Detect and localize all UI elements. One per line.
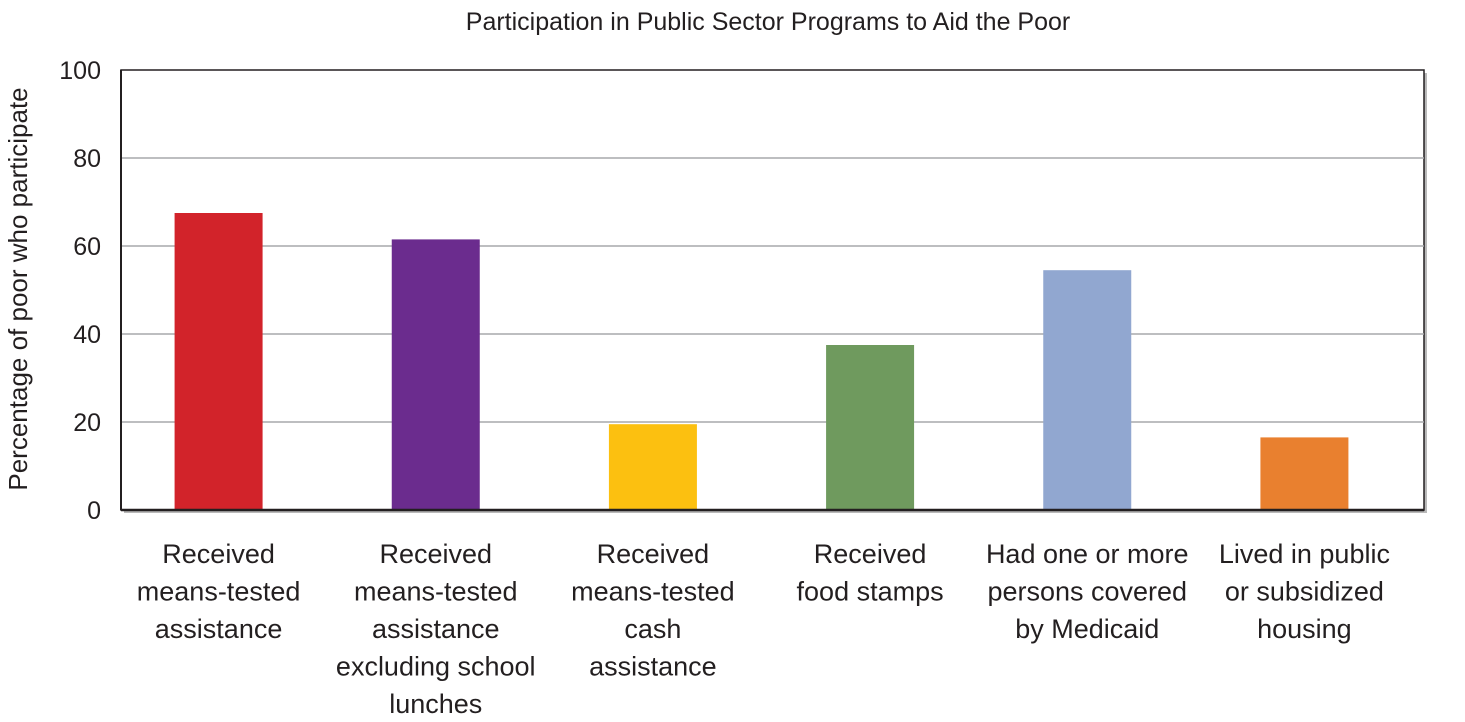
x-category-label: cash <box>624 614 681 644</box>
x-category-label: food stamps <box>797 577 944 607</box>
x-category-label: Received <box>162 539 275 569</box>
y-tick-label: 80 <box>73 145 101 173</box>
x-category-label: Received <box>814 539 927 569</box>
bar <box>1043 270 1132 510</box>
x-category-label: means-tested <box>571 577 735 607</box>
plot-area: 0 20 40 60 80 100 Received means-tested assistan… <box>59 57 1427 719</box>
chart-title: Participation in Public Sector Programs … <box>466 8 1070 36</box>
x-category-label: means-tested <box>137 577 301 607</box>
x-category-label: means-tested <box>354 577 518 607</box>
x-category-label: by Medicaid <box>1015 614 1159 644</box>
bar <box>391 239 480 510</box>
x-category-label: excluding school <box>336 652 536 682</box>
x-category-label: or subsidized <box>1225 577 1384 607</box>
x-category-label: Lived in public <box>1219 539 1390 569</box>
bar <box>174 213 263 510</box>
bar <box>1260 437 1349 510</box>
y-tick-label: 40 <box>73 321 101 349</box>
y-axis-label: Percentage of poor who participate <box>3 87 33 490</box>
bar <box>826 345 915 510</box>
x-category-label: Received <box>597 539 710 569</box>
x-category-label: Had one or more <box>986 539 1189 569</box>
bar <box>608 424 697 510</box>
y-tick-label: 20 <box>73 409 101 437</box>
x-category-label: housing <box>1257 614 1352 644</box>
plot-frame <box>120 69 1425 511</box>
x-category-label: persons covered <box>987 577 1187 607</box>
x-category-label: assistance <box>155 614 283 644</box>
y-tick-label: 0 <box>87 497 101 525</box>
y-tick-label: 60 <box>73 233 101 261</box>
x-category-label: lunches <box>389 689 482 719</box>
y-tick-label: 100 <box>59 57 101 85</box>
x-category-label: assistance <box>589 652 717 682</box>
x-category-label: Received <box>379 539 492 569</box>
x-category-label: assistance <box>372 614 500 644</box>
